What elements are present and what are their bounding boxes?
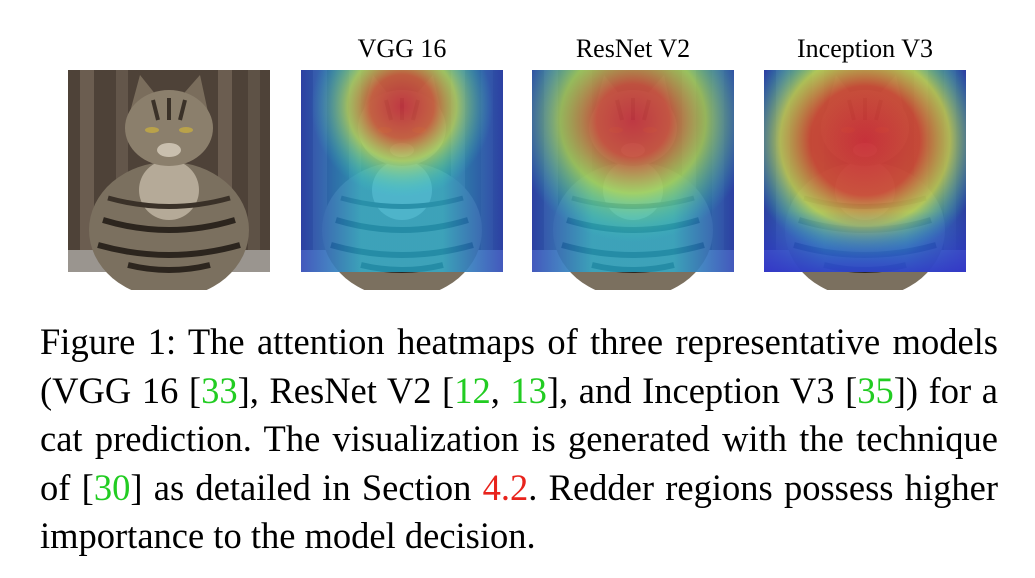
citation-link[interactable]: 33 (201, 369, 238, 411)
heatmap-vgg (301, 70, 503, 290)
panel-label: Inception V3 (797, 34, 933, 63)
cat-photo (68, 70, 270, 290)
section-link[interactable]: 4.2 (482, 466, 529, 508)
figure-images: VGG 16 ResNet V2 Inception V3 (0, 34, 1035, 290)
caption-text: ] as detailed in Section (130, 466, 483, 508)
caption-text: . Redder regions possess higher importan… (40, 466, 998, 557)
caption-text: Figure 1: The attention heatmaps of thre… (40, 321, 998, 411)
heatmap-inception (764, 70, 966, 290)
citation-link[interactable]: 35 (857, 369, 894, 411)
citation-link[interactable]: 13 (510, 369, 547, 411)
caption-text: ]) for a cat prediction. The visualizati… (40, 369, 998, 508)
citation-link[interactable]: 12 (454, 369, 491, 411)
panel-label: VGG 16 (358, 34, 447, 63)
heatmap-resnet (532, 70, 734, 290)
citation-link[interactable]: 30 (93, 466, 131, 508)
caption-text: ], and Inception V3 [ (546, 369, 858, 411)
caption-text: ], ResNet V2 [ (237, 369, 455, 411)
figure-caption: Figure 1: The attention heatmaps of thre… (40, 318, 998, 561)
panel-label: ResNet V2 (576, 34, 690, 63)
caption-text: , (490, 369, 511, 411)
